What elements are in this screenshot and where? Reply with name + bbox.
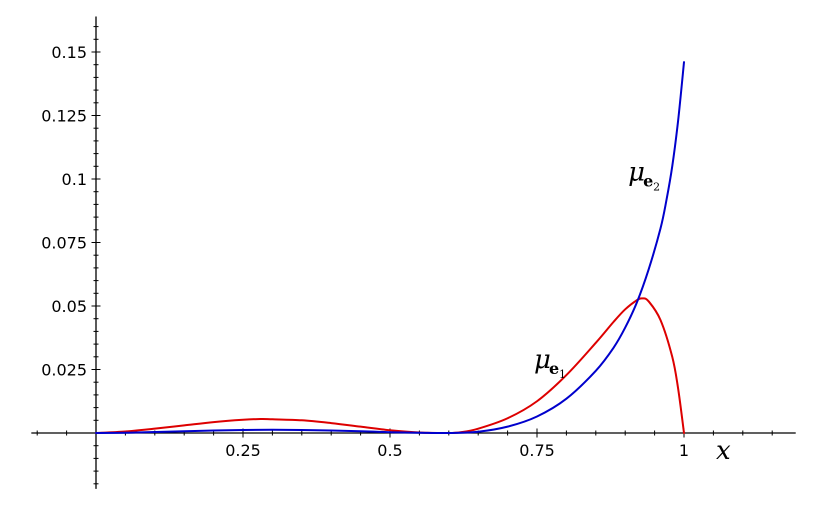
x-axis-label: x (716, 436, 731, 466)
series-line-2 (95, 61, 685, 435)
curve-label-2: μe 2 (628, 157, 660, 193)
y-tick-label: 0.1 (62, 170, 87, 189)
curves (95, 61, 685, 435)
curve-label-subscript: e (643, 171, 653, 190)
annotations: μe 1μe 2 (534, 157, 660, 381)
curve-label-symbol: μ (534, 345, 551, 375)
curve-label-subscript: e (549, 359, 559, 378)
x-tick-label: 0.75 (519, 441, 555, 460)
x-tick-label: 1 (679, 441, 689, 460)
tick-labels: 0.25 0.5 0.75 1 0.025 0.05 0.075 0.1 0.125 0.15 (41, 43, 689, 460)
curve-label-subsubscript: 2 (653, 180, 660, 193)
curve-label-1: μe 1 (534, 345, 566, 381)
x-tick-label: 0.5 (377, 441, 402, 460)
y-tick-label: 0.025 (41, 361, 87, 380)
x-tick-label: 0.25 (225, 441, 261, 460)
curve-label-symbol: μ (628, 157, 645, 187)
y-tick-label: 0.05 (51, 297, 87, 316)
y-tick-label: 0.15 (51, 43, 87, 62)
y-tick-label: 0.125 (41, 107, 87, 126)
curve-label-subsubscript: 1 (559, 368, 566, 381)
y-tick-label: 0.075 (41, 234, 87, 253)
